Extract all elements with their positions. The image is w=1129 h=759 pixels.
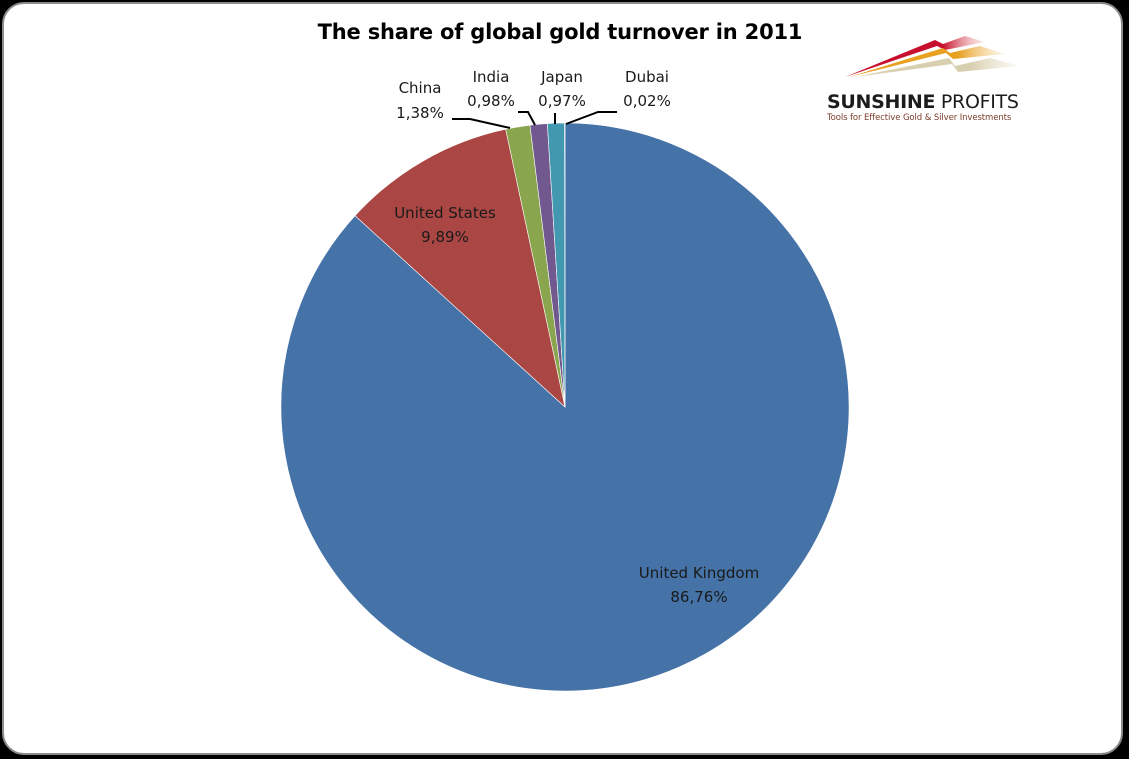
- label-china-name: China: [399, 79, 442, 97]
- label-dubai-name: Dubai: [625, 68, 669, 86]
- leader-lines: [452, 111, 617, 129]
- label-india-name: India: [473, 68, 510, 86]
- label-japan-value: 0,97%: [538, 92, 586, 110]
- leader-line-china: [452, 118, 511, 129]
- label-dubai-value: 0,02%: [623, 92, 671, 110]
- logo-rays-icon: [845, 36, 1020, 77]
- label-uk-value: 86,76%: [670, 588, 727, 606]
- label-china-value: 1,38%: [396, 104, 444, 122]
- label-us-value: 9,89%: [421, 228, 469, 246]
- data-labels: United Kingdom 86,76% United States 9,89…: [394, 68, 759, 606]
- pie-slice-us: [354, 128, 566, 408]
- label-us-name: United States: [394, 204, 496, 222]
- label-india-value: 0,98%: [467, 92, 515, 110]
- chart-title: The share of global gold turnover in 201…: [317, 20, 803, 44]
- leader-line-india: [518, 111, 536, 126]
- label-uk-name: United Kingdom: [639, 564, 759, 582]
- pie-slices: [280, 122, 850, 692]
- sunshine-profits-logo: SUNSHINE PROFITS Tools for Effective Gol…: [815, 28, 1055, 138]
- label-japan-name: Japan: [540, 68, 583, 86]
- pie-slice-uk: [280, 122, 850, 692]
- leader-line-dubai: [565, 111, 617, 125]
- logo-tagline: Tools for Effective Gold & Silver Invest…: [827, 113, 1012, 123]
- logo-name: SUNSHINE PROFITS: [827, 91, 1019, 113]
